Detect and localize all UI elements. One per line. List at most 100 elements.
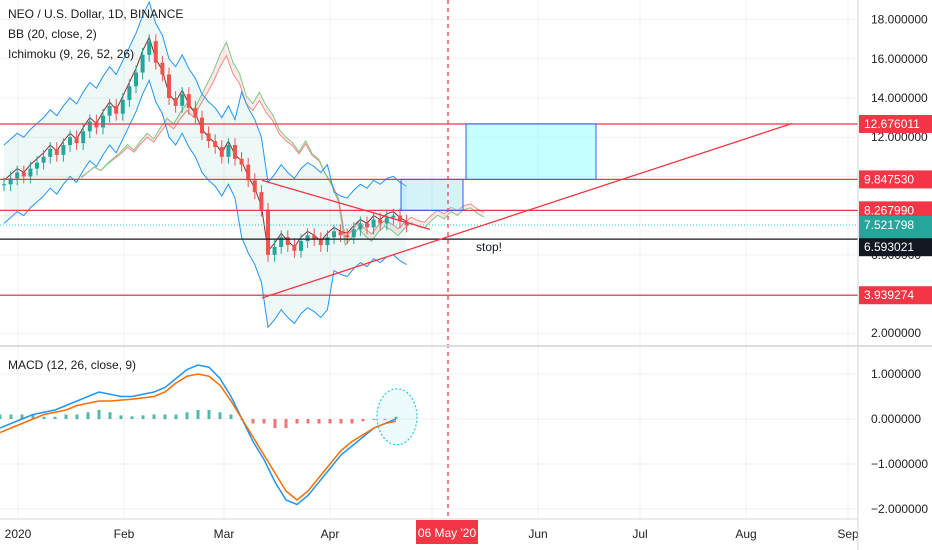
macd-histogram-bar (339, 419, 343, 424)
date-marker-label: 06 May '20 (418, 526, 477, 540)
x-tick-label: Jul (632, 527, 647, 541)
price-level-tag-label: 12.676011 (864, 117, 920, 131)
legend-symbol[interactable]: NEO / U.S. Dollar, 1D, BINANCE (8, 7, 184, 21)
bb-basis (3, 35, 407, 253)
signal-line (0, 373, 397, 501)
candle-body (318, 239, 323, 246)
candle-body (404, 221, 409, 226)
candle-body (153, 41, 158, 63)
macd-histogram-bar (317, 419, 321, 424)
macd-panel (0, 364, 418, 506)
target-box-large (465, 123, 597, 180)
macd-histogram-bar (207, 410, 211, 419)
candle-body (279, 237, 284, 247)
candle-body (54, 148, 59, 155)
candle-body (391, 215, 396, 218)
candle-body (15, 172, 20, 179)
candle-body (180, 94, 185, 106)
candle-body (325, 237, 330, 246)
macd-tick-label: −2.000000 (871, 502, 928, 516)
macd-histogram-bar (350, 419, 354, 424)
legend-ichimoku[interactable]: Ichimoku (9, 26, 52, 26) (8, 47, 135, 61)
macd-histogram-bar (383, 419, 387, 420)
candle-body (68, 137, 72, 146)
y-tick-label: 18.000000 (871, 13, 928, 27)
macd-histogram-bar (185, 412, 189, 419)
legend-macd[interactable]: MACD (12, 26, close, 9) (8, 358, 137, 372)
candle-body (193, 107, 198, 118)
macd-histogram-bar (328, 419, 332, 424)
candle-body (160, 62, 165, 75)
candle-body (338, 231, 343, 236)
candle-body (252, 180, 257, 193)
candle-body (239, 158, 244, 165)
bb-fill (4, 1, 407, 328)
macd-histogram-bar (9, 414, 13, 419)
ichimoku-span-b (80, 54, 485, 239)
macd-histogram-bar (31, 414, 35, 419)
candle-body (167, 74, 171, 99)
macd-histogram-bar (306, 419, 310, 424)
candle-body (213, 141, 218, 148)
candle-body (81, 131, 86, 144)
candle-body (305, 235, 310, 242)
macd-histogram-bar (372, 419, 376, 420)
x-tick-label: Mar (214, 527, 235, 541)
drawing-overlays (261, 0, 793, 518)
macd-histogram-bar (394, 416, 398, 419)
candle-body (127, 86, 132, 100)
candle-body (371, 219, 376, 228)
candle-body (299, 241, 303, 251)
macd-histogram-bar (108, 412, 112, 419)
candle-body (332, 231, 336, 238)
macd-tick-label: −1.000000 (871, 457, 928, 471)
macd-histogram-bar (20, 414, 24, 419)
candle-body (200, 117, 204, 134)
macd-histogram-bar (119, 415, 123, 419)
candle-body (312, 235, 317, 240)
candle-body (206, 133, 211, 142)
macd-histogram-bar (284, 419, 288, 428)
legend-bb[interactable]: BB (20, close, 2) (8, 27, 97, 41)
candle-body (8, 178, 13, 185)
candle-body (101, 115, 105, 128)
legend: NEO / U.S. Dollar, 1D, BINANCE BB (20, c… (8, 4, 183, 64)
candle-body (35, 162, 39, 169)
macd-histogram-bar (229, 414, 233, 419)
macd-histogram-bar (75, 414, 79, 419)
macd-histogram-bar (295, 419, 299, 424)
bb-lower (3, 79, 407, 329)
macd-histogram-bar (97, 410, 101, 419)
candle-body (41, 156, 46, 163)
x-tick-label: Sep (837, 527, 859, 541)
x-tick-label: 2020 (5, 527, 32, 541)
price-level-tag-label: 3.939274 (864, 288, 914, 302)
macd-histogram-bar (86, 412, 90, 419)
macd-line (0, 364, 397, 506)
stop-annotation: stop! (476, 240, 503, 254)
price-tags: 12.676011 9.847530 8.267990 3.939274 7.52179… (416, 114, 932, 544)
y-tick-label: 16.000000 (871, 52, 928, 66)
candle-body (219, 147, 224, 157)
candle-body (266, 209, 270, 255)
candle-body (120, 99, 125, 114)
x-tick-label: Apr (321, 527, 340, 541)
price-level-tag (859, 201, 932, 220)
price-level-tag-label: 9.847530 (864, 172, 914, 186)
highlight-ellipse (376, 388, 418, 446)
candle-body (226, 145, 231, 157)
candle-body (345, 235, 350, 238)
candle-body (358, 223, 363, 230)
macd-legend[interactable]: MACD (12, 26, close, 9) (8, 355, 136, 375)
macd-tick-label: 1.000000 (871, 367, 921, 381)
macd-histogram-bar (251, 419, 255, 424)
marker-label: 6.593021 (864, 240, 914, 254)
macd-histogram-bar (64, 414, 68, 419)
triangle-upper-line (261, 179, 431, 230)
macd-histogram-bar (163, 414, 167, 419)
candle-body (398, 215, 402, 222)
candle-body (351, 229, 356, 238)
macd-histogram-bar (262, 419, 266, 424)
